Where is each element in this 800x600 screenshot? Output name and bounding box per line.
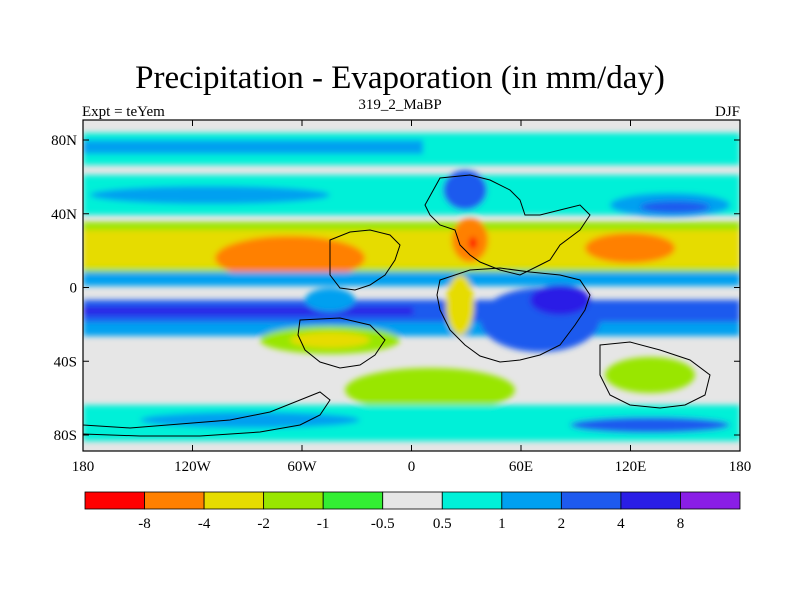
lat-tick-label: 40N (51, 207, 77, 223)
lat-tick-label: 40S (54, 354, 77, 370)
continent-outline-southeast (599, 341, 711, 409)
lon-tick-label: 0 (408, 459, 416, 475)
experiment-label: Expt = teYem (82, 104, 165, 120)
colorbar-label: -8 (138, 516, 151, 532)
lon-tick-label: 60E (509, 459, 533, 475)
colorbar-box (501, 491, 562, 510)
field-south-continent-core (530, 285, 590, 315)
continent-outline-west (329, 229, 401, 291)
continent-outline-antarctic (83, 391, 331, 437)
colorbar-label: 0.5 (433, 516, 452, 532)
field-south-dry-mid (345, 368, 515, 412)
field-north-band-inner (83, 140, 423, 154)
colorbar-box (560, 491, 622, 510)
season-label: DJF (714, 104, 740, 120)
field-itcz-core (83, 307, 413, 315)
colorbar-label: 1 (498, 516, 506, 532)
continent-outline-southwest (297, 317, 386, 369)
field-north-continent-wet (443, 170, 487, 210)
lon-tick-label: 60W (287, 459, 317, 475)
colorbar-box (620, 491, 681, 510)
field-south-storm-east (570, 417, 730, 433)
colorbar-box (322, 491, 384, 510)
colorbar-box (382, 491, 443, 510)
continent-outline-north (424, 174, 591, 276)
field-itcz-north (83, 272, 740, 286)
lon-tick-label: 120W (174, 459, 212, 475)
lon-tick-label: 180 (72, 459, 95, 475)
colorbar-label: -4 (198, 516, 211, 532)
lat-tick-label: 0 (70, 281, 78, 297)
colorbar-box (441, 491, 503, 510)
colorbar-labels: -8 -4 -2 -1 -0.5 0.5 1 2 4 8 (138, 516, 684, 532)
lon-tick-label: 120E (615, 459, 647, 475)
colorbar-label: -1 (317, 516, 330, 532)
field-storm-track-pacific (90, 186, 330, 204)
colorbar-label: -2 (257, 516, 270, 532)
field-dry-core-east (585, 233, 675, 263)
map-subtitle: 319_2_MaBP (358, 97, 442, 113)
colorbar-label: 8 (677, 516, 685, 532)
field-north-continent-hotspot (469, 237, 477, 249)
colorbar-label: 2 (558, 516, 566, 532)
field-land-west (305, 288, 355, 312)
lat-tick-label: 80S (54, 428, 77, 444)
colorbar-box (203, 491, 265, 510)
colorbar-box (144, 491, 205, 510)
continent-outline-south (436, 267, 591, 363)
longitude-axis: 180 120W 60W 0 60E 120E 180 (72, 120, 752, 475)
field-dry-core-west (215, 236, 365, 280)
colorbar-box (263, 491, 324, 510)
colorbar-box (680, 491, 741, 510)
colorbar-label: -0.5 (371, 516, 395, 532)
latitude-axis: 80N 40N 0 40S 80S (51, 133, 740, 444)
map-field (83, 120, 740, 451)
field-south-dry-core (290, 332, 370, 348)
field-south-continent-dry (446, 275, 474, 335)
field-storm-track-core (640, 201, 710, 213)
page-title: Precipitation - Evaporation (in mm/day) (135, 60, 665, 96)
lon-tick-label: 180 (729, 459, 752, 475)
lat-tick-label: 80N (51, 133, 77, 149)
colorbar-boxes (84, 491, 741, 510)
field-south-dry-east (605, 357, 695, 393)
field-south-storm-core (140, 412, 360, 428)
colorbar-label: 4 (617, 516, 625, 532)
colorbar-box (84, 491, 145, 510)
